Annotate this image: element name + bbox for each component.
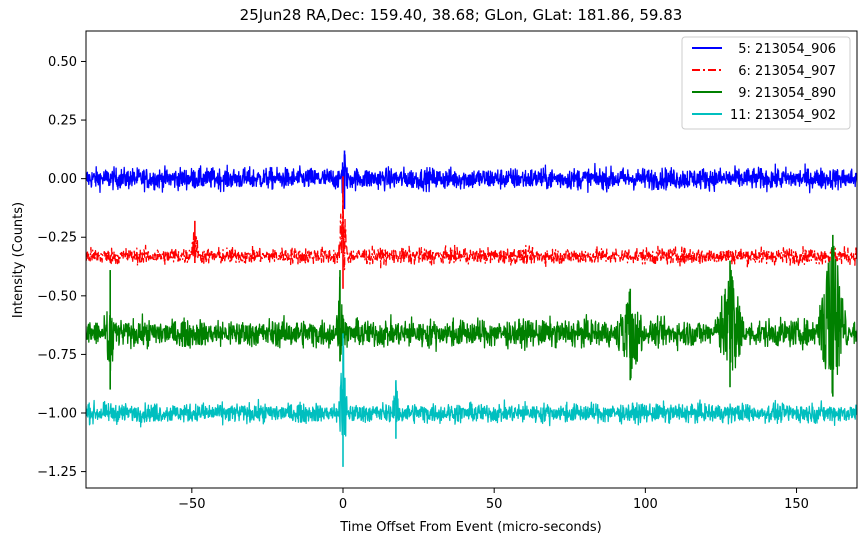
x-tick-label: 150 (784, 497, 809, 512)
chart-title: 25Jun28 RA,Dec: 159.40, 38.68; GLon, GLa… (240, 6, 683, 24)
y-tick-label: −1.00 (37, 407, 77, 422)
x-tick-label: 0 (339, 497, 347, 512)
y-tick-label: −1.25 (37, 465, 77, 480)
legend-label-3: 11: 213054_902 (730, 108, 836, 123)
x-axis-label: Time Offset From Event (micro-seconds) (339, 520, 602, 535)
y-tick-label: 0.00 (48, 172, 77, 187)
x-tick-label: 100 (633, 497, 658, 512)
y-tick-label: 0.25 (48, 114, 77, 129)
x-tick-label: 50 (486, 497, 503, 512)
legend-box (681, 36, 851, 130)
x-axis: −50 0 50 100 150 (178, 488, 809, 512)
legend-label-0: 5: 213054_906 (730, 42, 836, 57)
x-tick-label: −50 (178, 497, 205, 512)
plot-frame (85, 30, 858, 489)
plot-area (85, 30, 858, 489)
y-tick-label: −0.75 (37, 348, 77, 363)
series-line-3 (86, 345, 857, 437)
series-line-2 (86, 245, 857, 395)
legend-label-2: 9: 213054_890 (730, 86, 836, 101)
y-tick-label: −0.25 (37, 231, 77, 246)
y-tick-label: −0.50 (37, 289, 77, 304)
series-line-1 (86, 187, 857, 272)
y-axis: 0.50 0.25 0.00 −0.25 −0.50 −0.75 −1.00 −1.25 (37, 55, 86, 480)
y-tick-label: 0.50 (48, 55, 77, 70)
y-axis-label: Intensity (Counts) (11, 202, 26, 318)
series-line-0 (86, 154, 857, 195)
legend[interactable]: 5: 213054_906 6: 213054_907 9: 213054_89… (681, 36, 851, 130)
legend-label-1: 6: 213054_907 (730, 64, 836, 79)
